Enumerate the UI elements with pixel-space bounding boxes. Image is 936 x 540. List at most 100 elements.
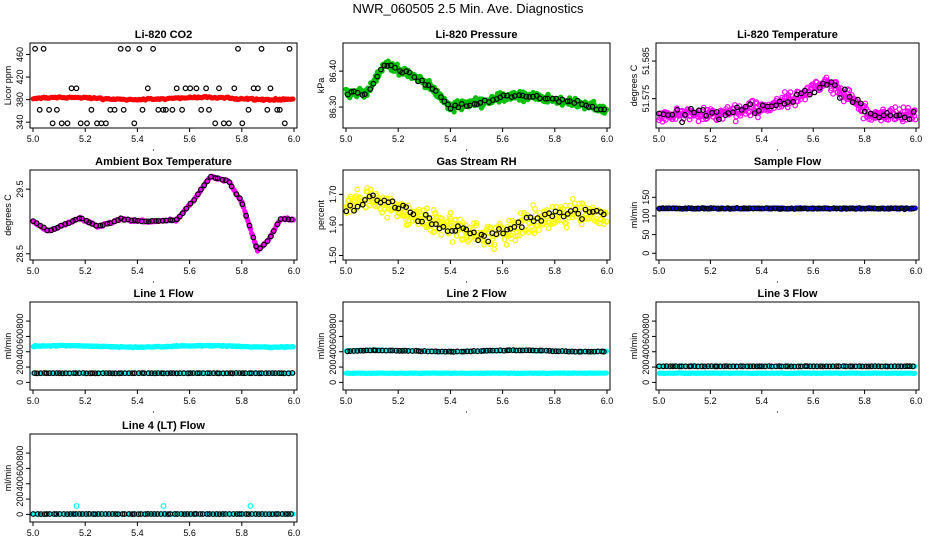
data-point [603, 370, 609, 376]
data-point [537, 95, 543, 102]
data-point [747, 101, 754, 108]
data-point [713, 109, 720, 115]
data-point [906, 116, 913, 123]
data-point [155, 106, 162, 113]
data-point [823, 81, 830, 88]
x-tick-label: 5.0 [653, 134, 666, 144]
plot-frame [342, 42, 611, 129]
data-point [169, 106, 176, 113]
data-point [491, 246, 498, 253]
data-point [669, 111, 676, 118]
data-point [598, 106, 604, 113]
y-tick-label: 51.585 [641, 47, 651, 75]
data-point [290, 96, 296, 102]
data-point [802, 96, 808, 103]
data-point [846, 93, 853, 100]
data-point [674, 106, 681, 113]
y-axis-label: ml/min [316, 333, 326, 360]
data-point [566, 98, 573, 104]
chart-line2: Line 2 Flow ml/min 5.0 5.2 5.4 5.6 5.8 6.0 0 2004… [316, 288, 613, 413]
data-point [545, 225, 552, 232]
data-point [32, 45, 38, 52]
data-point [854, 96, 861, 103]
data-point [247, 503, 254, 509]
data-point [235, 45, 241, 52]
data-point [236, 195, 243, 202]
data-point [585, 103, 592, 110]
data-point [159, 217, 166, 224]
data-point [231, 85, 238, 92]
data-point [104, 220, 111, 227]
data-point [212, 120, 219, 127]
data-point [841, 86, 848, 93]
data-point [233, 191, 240, 198]
data-point [753, 99, 760, 106]
figure-title: NWR_060505 2.5 Min. Ave. Diagnostics [352, 1, 584, 16]
x-tick-label: 5.2 [392, 266, 405, 276]
data-point [601, 106, 608, 113]
data-point [281, 216, 288, 222]
data-point [219, 176, 226, 183]
x-tick-label: 5.2 [79, 396, 92, 406]
x-tick-label: 5.2 [79, 266, 92, 276]
data-point [194, 191, 201, 198]
data-point [73, 503, 80, 509]
y-tick-label: 86.30 [328, 96, 338, 119]
data-point [449, 239, 456, 245]
chart-title: Ambient Box Temperature [95, 156, 232, 168]
data-point [214, 175, 221, 182]
y-axis-label: Licor ppm [3, 66, 13, 106]
data-point [451, 109, 457, 115]
data-point [288, 216, 295, 223]
data-point [463, 103, 470, 109]
x-tick-label: 5.4 [131, 266, 144, 276]
data-point [719, 115, 726, 122]
x-tick-label: 5.8 [858, 266, 871, 276]
data-point [125, 45, 131, 52]
y-tick-label: 800 [15, 314, 25, 329]
data-point [823, 74, 830, 81]
data-point [816, 84, 823, 91]
y-axis-label: ml/min [629, 333, 639, 360]
data-point [228, 183, 235, 190]
chart-title: Gas Stream RH [436, 156, 516, 168]
data-point [520, 99, 527, 105]
data-point [536, 227, 542, 233]
data-point [559, 96, 566, 103]
data-point [738, 106, 745, 113]
x-tick-label: 6.0 [910, 134, 923, 144]
data-point [732, 118, 739, 125]
y-tick-label: 0 [15, 380, 25, 385]
data-point [348, 88, 355, 95]
y-tick-label: 380 [15, 92, 25, 107]
x-tick-label: 5.6 [183, 134, 196, 144]
x-tick-label: 5.0 [653, 396, 666, 406]
plot-frame [342, 301, 611, 391]
data-point [747, 112, 754, 119]
series-0 [30, 342, 297, 351]
axis-dot [776, 281, 779, 283]
y-tick-label: 0 [328, 380, 338, 385]
data-point [77, 120, 84, 127]
series-1 [30, 173, 295, 252]
y-tick-label: 400 [641, 344, 651, 359]
data-point [143, 218, 149, 225]
data-point [86, 219, 93, 226]
x-tick-label: 5.4 [131, 396, 144, 406]
data-point [183, 205, 190, 212]
data-point [857, 100, 864, 107]
data-point [204, 178, 211, 185]
x-tick-label: 5.6 [496, 396, 509, 406]
data-point [201, 182, 208, 189]
data-point [730, 109, 736, 116]
data-point [411, 74, 418, 80]
data-point [441, 98, 448, 105]
data-point [257, 245, 263, 252]
data-point [686, 116, 693, 123]
data-point [264, 106, 271, 113]
y-tick-label: 0 [641, 251, 651, 256]
data-point [453, 232, 460, 239]
data-point [458, 100, 465, 107]
x-tick-label: 5.8 [236, 134, 249, 144]
data-point [887, 112, 894, 119]
